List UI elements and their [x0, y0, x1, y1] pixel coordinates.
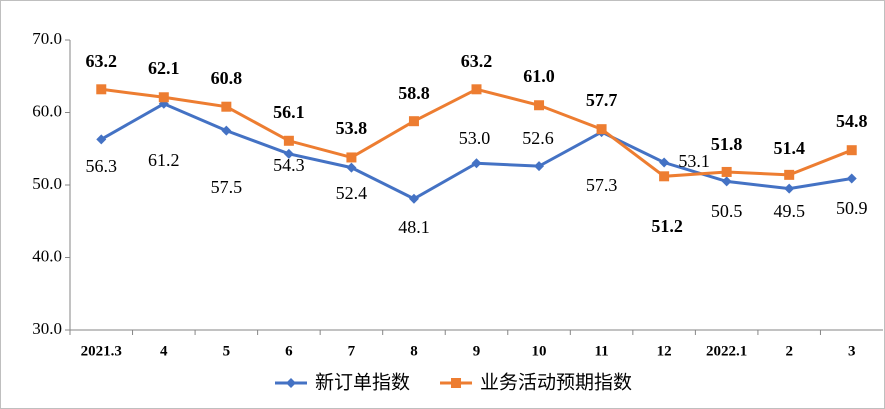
- x-tick-label: 6: [285, 343, 293, 359]
- data-label: 54.3: [273, 155, 305, 175]
- x-tick-label: 10: [532, 343, 547, 359]
- data-label: 53.1: [678, 151, 710, 171]
- data-point: [158, 92, 169, 103]
- data-point: [283, 148, 294, 159]
- y-tick-label: 70.0: [32, 29, 62, 48]
- x-tick-label: 7: [348, 343, 356, 359]
- data-label: 61.2: [148, 150, 180, 170]
- data-point: [408, 193, 419, 204]
- data-label: 56.1: [273, 102, 305, 122]
- data-point: [408, 116, 419, 127]
- data-point: [471, 84, 482, 95]
- data-label: 52.4: [336, 183, 368, 203]
- data-label: 62.1: [148, 58, 180, 78]
- data-point: [346, 152, 357, 163]
- data-label: 50.9: [836, 198, 868, 218]
- data-label: 49.5: [773, 201, 805, 221]
- data-label: 61.0: [523, 66, 555, 86]
- x-tick-label: 2: [785, 343, 793, 359]
- x-tick-label: 12: [657, 343, 672, 359]
- x-tick-label: 8: [410, 343, 418, 359]
- data-point: [534, 161, 545, 172]
- legend-label: 新订单指数: [315, 372, 410, 394]
- data-label: 63.2: [461, 51, 493, 71]
- data-point: [471, 158, 482, 169]
- data-label: 57.5: [211, 177, 243, 197]
- data-label: 53.0: [459, 128, 491, 148]
- y-tick-label: 60.0: [32, 101, 62, 120]
- data-point: [96, 84, 107, 95]
- legend-marker: [286, 378, 296, 388]
- data-label: 51.2: [651, 216, 683, 236]
- data-point: [721, 176, 732, 187]
- data-label: 51.8: [711, 134, 743, 154]
- x-tick-label: 5: [223, 343, 231, 359]
- data-point: [721, 166, 732, 177]
- data-label: 56.3: [86, 156, 118, 176]
- x-tick-label: 2021.3: [81, 343, 122, 359]
- data-point: [283, 135, 294, 146]
- data-label: 51.4: [773, 138, 805, 158]
- data-point: [846, 173, 857, 184]
- x-tick-label: 2022.1: [706, 343, 747, 359]
- legend-label: 业务活动预期指数: [480, 372, 632, 394]
- legend-marker: [451, 378, 462, 388]
- data-label: 60.8: [211, 68, 243, 88]
- data-point: [846, 145, 857, 156]
- x-tick-label: 11: [594, 343, 608, 359]
- y-tick-label: 30.0: [32, 319, 62, 338]
- data-label: 50.5: [711, 201, 743, 221]
- data-label: 57.7: [586, 90, 618, 110]
- data-point: [346, 162, 357, 173]
- data-label: 53.8: [336, 118, 368, 138]
- data-label: 54.8: [836, 111, 868, 131]
- x-tick-label: 4: [160, 343, 168, 359]
- x-tick-label: 9: [473, 343, 481, 359]
- data-label: 63.2: [86, 51, 118, 71]
- data-point: [221, 125, 232, 136]
- data-label: 48.1: [398, 217, 430, 237]
- data-point: [784, 183, 795, 194]
- y-tick-label: 40.0: [32, 246, 62, 265]
- data-point: [659, 157, 670, 168]
- data-point: [784, 169, 795, 180]
- data-point: [221, 101, 232, 112]
- data-point: [659, 171, 670, 182]
- x-tick-label: 3: [848, 343, 856, 359]
- data-point: [96, 134, 107, 145]
- data-label: 58.8: [398, 83, 430, 103]
- data-label: 52.6: [522, 128, 554, 148]
- data-label: 57.3: [586, 175, 618, 195]
- y-tick-label: 50.0: [32, 174, 62, 193]
- data-point: [596, 124, 607, 135]
- data-point: [534, 100, 545, 111]
